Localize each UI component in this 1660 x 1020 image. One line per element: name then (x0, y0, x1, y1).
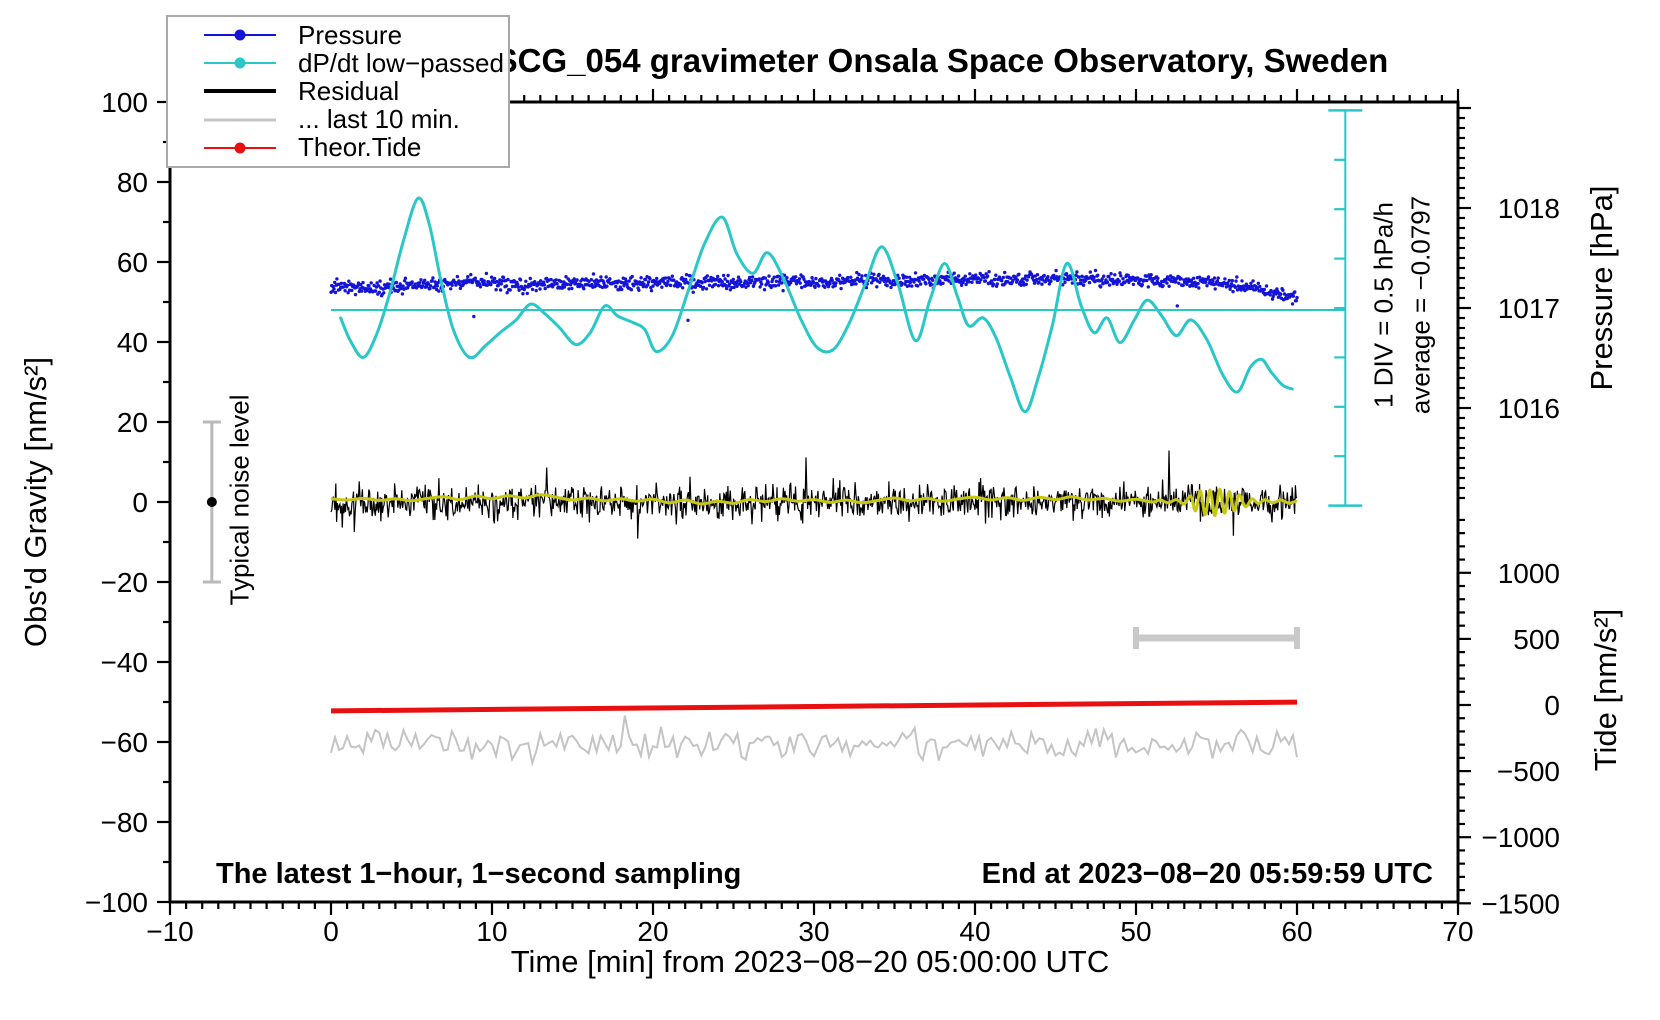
legend-label: Pressure (298, 19, 403, 50)
average-label: average = −0.0797 (1405, 195, 1436, 415)
y-left-tick-label: 100 (101, 87, 148, 118)
y-left-tick-label: 20 (117, 407, 148, 438)
dpdt-line-swatch (204, 56, 276, 70)
noise-level-label: Typical noise level (224, 394, 255, 606)
legend-item-residual: Residual (168, 75, 508, 106)
chart-title: SCG_054 gravimeter Onsala Space Observat… (495, 42, 1389, 79)
tide-tick-label: −1000 (1481, 822, 1560, 853)
last10-line-swatch (204, 113, 276, 127)
y-left-tick-label: −40 (101, 647, 149, 678)
tide-tick-label: −500 (1497, 756, 1560, 787)
y-left-tick-label: 60 (117, 247, 148, 278)
series-layer (329, 196, 1299, 767)
theor-tide-line-swatch (204, 141, 276, 155)
x-tick-label: 60 (1281, 916, 1312, 947)
legend-item-pressure: Pressure (168, 19, 508, 50)
x-tick-label: 30 (798, 916, 829, 947)
dpdt-series (339, 196, 1294, 414)
legend-item-theor-tide: Theor.Tide (168, 132, 508, 163)
y-axis-title-pressure: Pressure [hPa] (1584, 185, 1619, 391)
pressure-tick-label: 1018 (1498, 193, 1560, 224)
y-left-tick-label: 0 (132, 487, 148, 518)
y-left-tick-label: −20 (101, 567, 149, 598)
y-axis-title-tide: Tide [nm/s²] (1588, 608, 1623, 772)
pressure-series (329, 268, 1299, 322)
legend-label: dP/dt low−passed (298, 47, 504, 78)
tide-tick-label: 500 (1513, 624, 1560, 655)
x-tick-label: 40 (959, 916, 990, 947)
y-axis-title-gravity: Obs'd Gravity [nm/s²] (18, 356, 53, 648)
legend-item-last10: ... last 10 min. (168, 104, 508, 135)
y-left-tick-label: 40 (117, 327, 148, 358)
pressure-tick-label: 1017 (1498, 293, 1560, 324)
y-left-tick-label: −80 (101, 807, 149, 838)
tide-tick-label: 0 (1544, 690, 1560, 721)
residual-line-swatch (204, 84, 276, 98)
legend-label: Residual (298, 75, 400, 106)
theor-tide-series (330, 699, 1298, 714)
legend-item-dpdt: dP/dt low−passed (168, 47, 508, 78)
div-scale-label: 1 DIV = 0.5 hPa/h (1368, 202, 1399, 408)
tide-tick-label: 1000 (1498, 558, 1560, 589)
noise-bar-dot (206, 497, 217, 507)
x-tick-label: 70 (1442, 916, 1473, 947)
tide-tick-label: −1500 (1481, 888, 1560, 919)
y-left-tick-label: 80 (117, 167, 148, 198)
residual-lowpass-series (330, 487, 1298, 518)
x-tick-label: 10 (476, 916, 507, 947)
x-tick-label: 0 (323, 916, 339, 947)
y-left-tick-label: −60 (101, 727, 149, 758)
x-tick-label: −10 (146, 916, 194, 947)
pressure-tick-label: 1016 (1498, 393, 1560, 424)
y-left-tick-label: −100 (85, 887, 148, 918)
x-axis-title: Time [min] from 2023−08−20 05:00:00 UTC (510, 944, 1110, 979)
x-tick-label: 50 (1120, 916, 1151, 947)
legend-box: Pressure dP/dt low−passed Residual ... l… (166, 15, 510, 168)
x-tick-label: 20 (637, 916, 668, 947)
pressure-line-swatch (204, 28, 276, 42)
legend-label: Theor.Tide (298, 132, 422, 163)
sampling-note: The latest 1−hour, 1−second sampling (216, 858, 742, 890)
last10-series (330, 715, 1298, 767)
end-time-note: End at 2023−08−20 05:59:59 UTC (981, 858, 1433, 890)
legend-label: ... last 10 min. (298, 104, 460, 135)
